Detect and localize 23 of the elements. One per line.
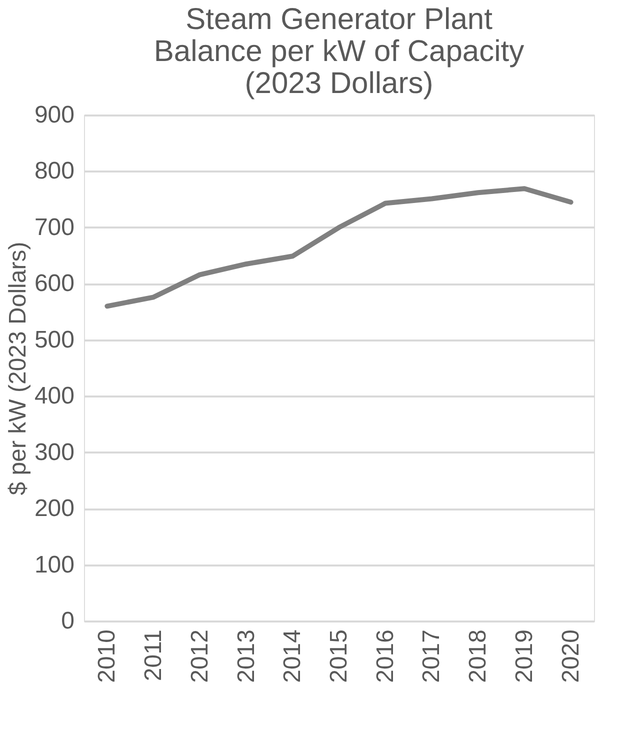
y-tick-label: 300	[34, 438, 74, 466]
y-tick-label: 700	[34, 214, 74, 241]
y-tick-label: 200	[34, 495, 74, 522]
x-tick-label: 2018	[464, 630, 492, 683]
chart-title: Steam Generator Plant Balance per kW of Capacity (2023 Dollars)	[154, 3, 524, 100]
y-tick-label: 500	[34, 326, 74, 354]
y-axis-title: $ per kW (2023 Dollars)	[4, 242, 32, 496]
x-tick-label: 2017	[418, 630, 446, 683]
x-tick-label: 2011	[140, 630, 168, 682]
y-tick-label: 0	[61, 608, 74, 634]
y-tick-label: 600	[34, 270, 74, 298]
y-tick-label: 100	[34, 551, 74, 578]
x-tick-label: 2019	[510, 630, 538, 683]
x-tick-label: 2010	[94, 630, 121, 683]
x-tick-label: 2013	[232, 630, 260, 683]
y-tick-label: 400	[34, 382, 74, 410]
x-tick-label: 2015	[326, 630, 352, 683]
x-tick-label: 2014	[279, 630, 306, 683]
y-tick-label: 800	[34, 158, 74, 185]
x-tick-label: 2012	[186, 630, 214, 683]
x-tick-label: 2020	[557, 630, 584, 683]
y-tick-label: 900	[34, 102, 74, 128]
x-tick-label: 2016	[372, 630, 399, 683]
